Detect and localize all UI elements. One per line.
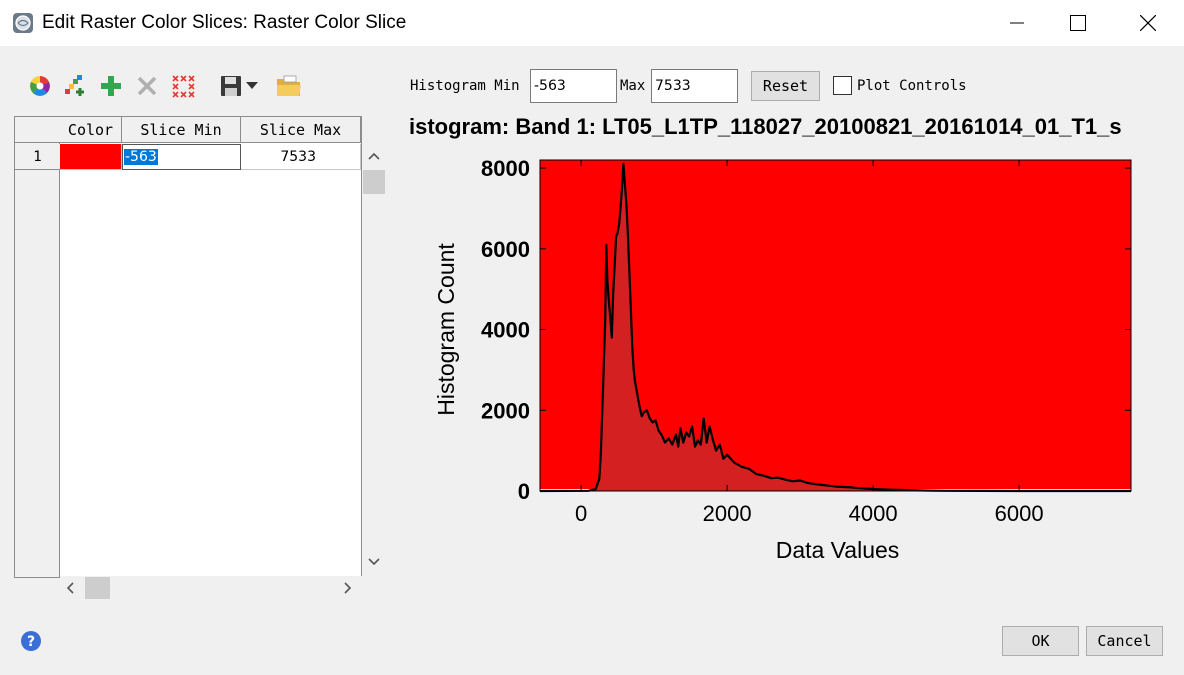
x-tick-label: 0 (575, 501, 587, 526)
maximize-icon (1070, 15, 1086, 31)
x-tick-label: 6000 (995, 501, 1044, 526)
clear-all-button[interactable] (169, 72, 197, 100)
color-wheel-button[interactable] (26, 72, 54, 100)
histogram-chart[interactable]: 0 2000 4000 6000 0 2000 4000 6000 8000 Data Value… (420, 140, 1160, 570)
open-folder-button[interactable] (275, 72, 303, 100)
slice-max-value: 7533 (280, 148, 316, 165)
column-header-slice-min[interactable]: Slice Min (122, 117, 241, 143)
y-tick-label: 4000 (481, 318, 530, 343)
y-tick-label: 2000 (481, 398, 530, 423)
plot-controls-checkbox[interactable] (833, 76, 852, 95)
chart-title: istogram: Band 1: LT05_L1TP_118027_20100… (409, 114, 1122, 139)
scroll-right-icon[interactable] (344, 582, 352, 594)
color-swatch-cell[interactable] (60, 144, 122, 170)
histogram-line (539, 162, 1131, 493)
x-axis-label: Data Values (776, 537, 900, 563)
scroll-down-icon[interactable] (368, 558, 380, 566)
y-tick-label: 0 (518, 479, 530, 504)
plot-frame (539, 159, 1132, 492)
scroll-up-icon[interactable] (368, 152, 380, 160)
row-number[interactable]: 1 (15, 144, 60, 170)
histogram-max-label: Max (620, 78, 646, 94)
maximize-button[interactable] (1055, 0, 1101, 46)
plot-controls-label[interactable]: Plot Controls (857, 78, 967, 94)
slice-min-cell[interactable]: -563 (122, 144, 241, 170)
vertical-scroll-thumb[interactable] (363, 170, 385, 194)
minimize-icon (1010, 22, 1024, 24)
help-icon[interactable]: ? (20, 630, 42, 652)
x-tick-label: 4000 (849, 501, 898, 526)
delete-icon (137, 76, 157, 96)
app-globe-icon (13, 13, 33, 33)
table-vertical-scrollbar[interactable] (362, 143, 386, 578)
column-header-color[interactable]: Color (60, 117, 122, 143)
add-slice-button[interactable] (97, 72, 125, 100)
open-folder-icon (277, 75, 301, 96)
title-bar: Edit Raster Color Slices: Raster Color S… (0, 0, 1184, 46)
table-horizontal-scrollbar[interactable] (60, 576, 362, 600)
delete-slice-button[interactable] (133, 72, 161, 100)
add-icon (101, 76, 121, 96)
clear-all-icon (172, 75, 195, 98)
slice-max-cell[interactable]: 7533 (241, 144, 361, 170)
close-icon (1140, 15, 1156, 31)
y-tick-label: 6000 (481, 237, 530, 262)
minimize-button[interactable] (994, 0, 1040, 46)
scroll-left-icon[interactable] (66, 582, 74, 594)
row-header-column (15, 117, 60, 577)
save-dropdown-button[interactable] (243, 72, 261, 100)
cancel-button[interactable]: Cancel (1086, 626, 1163, 656)
save-button[interactable] (217, 72, 245, 100)
close-button[interactable] (1125, 0, 1171, 46)
column-header-slice-max[interactable]: Slice Max (241, 117, 361, 143)
histogram-max-input[interactable] (651, 69, 738, 103)
save-icon (221, 76, 241, 96)
slice-min-value[interactable]: -563 (124, 149, 158, 165)
y-tick-label: 8000 (481, 156, 530, 181)
x-tick-label: 2000 (703, 501, 752, 526)
color-ramp-icon (65, 75, 84, 96)
ok-button[interactable]: OK (1002, 626, 1079, 656)
table-corner (15, 117, 60, 143)
window-title: Edit Raster Color Slices: Raster Color S… (42, 12, 407, 33)
reset-button[interactable]: Reset (751, 71, 820, 101)
y-axis-label: Histogram Count (433, 243, 459, 416)
color-ramp-button[interactable] (61, 72, 89, 100)
slices-table: Color Slice Min Slice Max 1 -563 7533 (14, 116, 362, 578)
histogram-min-label: Histogram Min (410, 78, 520, 94)
svg-text:?: ? (27, 634, 35, 650)
dropdown-arrow-icon (246, 82, 258, 89)
histogram-min-input[interactable] (530, 69, 617, 103)
color-wheel-icon (30, 76, 50, 96)
horizontal-scroll-thumb[interactable] (85, 577, 110, 599)
